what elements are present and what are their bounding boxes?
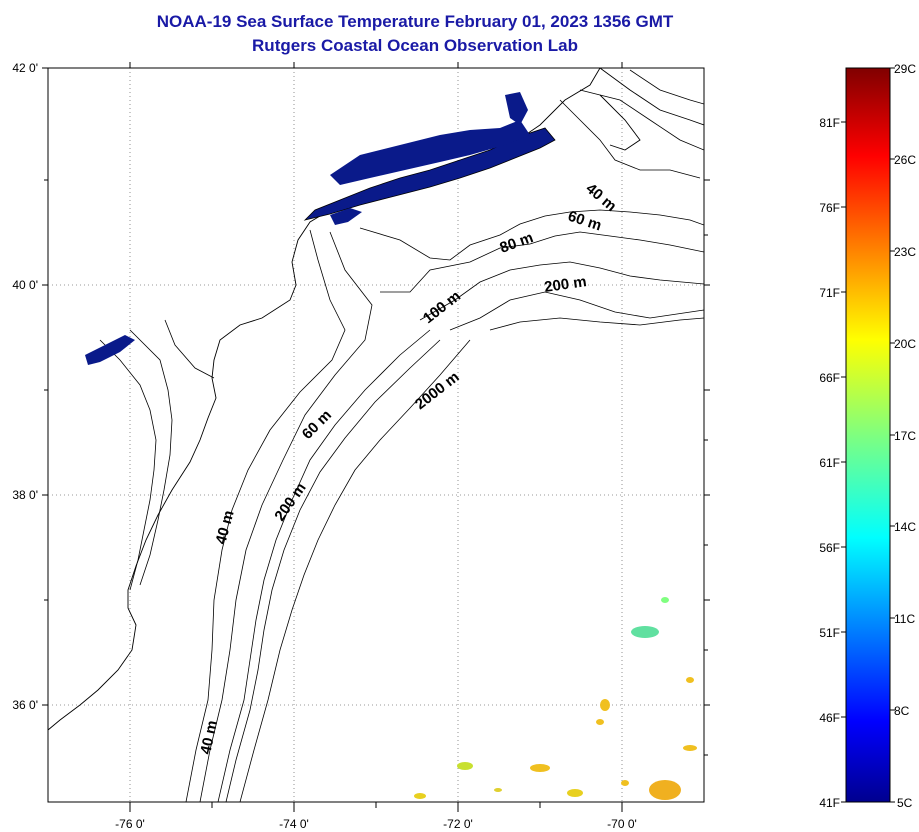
colorbar-fahrenheit-label: 81F [819,116,840,130]
latitude-label: 36 0' [12,698,38,712]
colorbar-celsius-label: 8C [894,704,910,718]
colorbar-fahrenheit-label: 76F [819,201,840,215]
longitude-label: -74 0' [279,817,309,831]
colorbar-celsius-label: 11C [894,612,915,626]
longitude-label: -72 0' [443,817,473,831]
latitude-label: 38 0' [12,488,38,502]
warm-sst-patches [414,597,697,800]
longitude-label: -70 0' [607,817,637,831]
colorbar-fahrenheit-label: 66F [819,371,840,385]
map-frame [47,67,705,803]
cold-sst-sound [330,120,530,185]
map-ticks [42,62,710,812]
cold-sst-chesapeake [85,335,135,365]
cold-sst-nyharbor [330,208,362,225]
colorbar-celsius-label: 5C [897,796,913,810]
colorbar-celsius-label: 26C [894,153,916,167]
delaware-bay [164,319,215,379]
colorbar-celsius-label: 23C [894,245,916,259]
long-island [303,127,556,221]
colorbar-celsius-label: 17C [894,429,916,443]
colorbar-celsius-label: 14C [894,520,916,534]
longitude-label: -76 0' [115,817,145,831]
cold-sst-narragansett [505,92,528,125]
colorbar-fahrenheit-label: 61F [819,456,840,470]
map-title-line2: Rutgers Coastal Ocean Observation Lab [252,36,578,55]
colorbar [845,67,891,803]
latitude-label: 40 0' [12,278,38,292]
colorbar-ticks [841,67,895,803]
chesapeake-bay-east [129,329,173,586]
isobath-label: 200 m [543,273,587,296]
colorbar-fahrenheit-label: 51F [819,626,840,640]
colorbar-fahrenheit-label: 46F [819,711,840,725]
map-graticule [48,68,704,802]
map-title-line1: NOAA-19 Sea Surface Temperature February… [156,12,674,31]
colorbar-celsius-label: 29C [894,62,916,76]
colorbar-fahrenheit-label: 71F [819,286,840,300]
isobath-label: 40 m [197,719,221,756]
isobath-contours [185,69,704,802]
colorbar-celsius-label: 20C [894,337,916,351]
chesapeake-bay [99,339,157,591]
colorbar-fahrenheit-label: 56F [819,541,840,555]
colorbar-fahrenheit-label: 41F [819,796,840,810]
coastline-cape-cod [599,94,641,151]
latitude-label: 42 0' [12,61,38,75]
coastline-ne [599,68,704,126]
